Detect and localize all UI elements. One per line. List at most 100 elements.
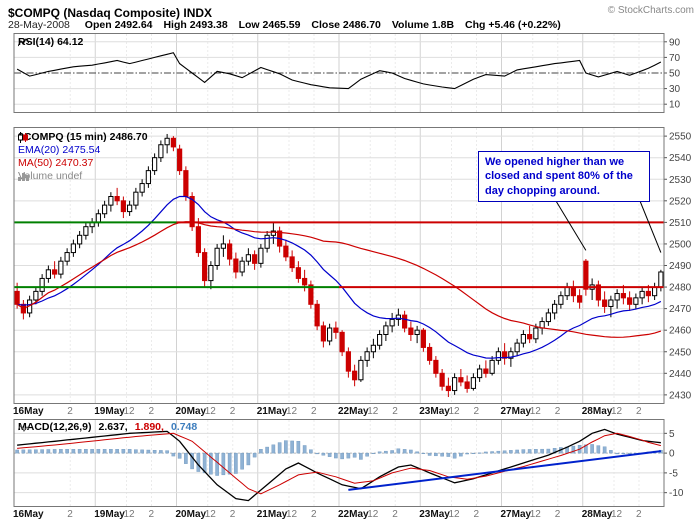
macd-panel: 5 0 -5 -10: [13, 419, 684, 507]
svg-text:2470: 2470: [669, 304, 692, 315]
xaxis-time-label: 2: [473, 509, 480, 520]
annotation-box: We opened higher than we closed and spen…: [478, 151, 650, 202]
macd-hist-value: 0.748: [170, 421, 198, 433]
xaxis-time-label: 12: [367, 406, 379, 417]
rsi-legend-label: RSI(14) 64.12: [18, 36, 84, 48]
svg-text:10: 10: [669, 100, 681, 111]
svg-text:2440: 2440: [669, 369, 692, 380]
quote-line: 28-May-2008 Open 2492.64 High 2493.38 Lo…: [8, 19, 569, 31]
xaxis-time-label: 2: [636, 406, 642, 417]
xaxis-day-label: 23May: [419, 406, 450, 417]
xaxis-time-label: 2: [67, 509, 73, 520]
svg-text:2430: 2430: [669, 390, 692, 401]
xaxis-time-label: 2: [311, 509, 317, 520]
xaxis-time-label: 12: [123, 509, 135, 520]
xaxis-time-label: 12: [448, 509, 460, 520]
svg-text:2520: 2520: [669, 196, 692, 207]
xaxis-day-label: 19May: [94, 509, 125, 520]
svg-text:50: 50: [669, 69, 681, 80]
xaxis-labels-main: 16May 2 19May 12 2 20May 12 2 21May 12 2 22May 12 2 23…: [0, 406, 700, 419]
svg-text:2450: 2450: [669, 347, 692, 358]
xaxis-time-label: 12: [123, 406, 135, 417]
chart-date: 28-May-2008: [8, 19, 70, 31]
quote-change: Chg +5.46 (+0.22%): [465, 19, 561, 31]
xaxis-day-label: 22May: [338, 509, 369, 520]
svg-text:5: 5: [669, 429, 675, 440]
price-panel: 2550 2540 2530 2520 2510 2500 2490 2480 2470 2460…: [13, 127, 692, 404]
header: $COMPQ (Nasdaq Composite) INDX © StockCh…: [8, 4, 694, 20]
xaxis-day-label: 23May: [419, 509, 450, 520]
volume-legend: Volume undef: [18, 170, 83, 182]
quote-volume: Volume 1.8B: [391, 19, 455, 31]
xaxis-day-label: 21May: [256, 509, 288, 520]
xaxis-day-label: 16May: [13, 406, 44, 417]
svg-text:2500: 2500: [669, 239, 692, 250]
quote-low: Low 2465.59: [238, 19, 301, 31]
svg-text:2510: 2510: [669, 218, 692, 229]
symbol-title: $COMPQ (Nasdaq Composite) INDX: [8, 6, 213, 20]
xaxis-time-label: 2: [67, 406, 73, 417]
xaxis-time-label: 2: [148, 406, 155, 417]
xaxis-time-label: 2: [473, 406, 480, 417]
xaxis-time-label: 2: [392, 509, 398, 520]
macd-signal-value: 1.890,: [134, 421, 164, 433]
xaxis-time-label: 12: [448, 406, 460, 417]
svg-text:30: 30: [669, 84, 681, 95]
price-legend: $COMPQ (15 min) 2486.70 EMA(20) 2475.54 …: [18, 131, 148, 183]
svg-text:2460: 2460: [669, 326, 692, 337]
xaxis-time-label: 2: [229, 509, 236, 520]
svg-text:2480: 2480: [669, 283, 692, 294]
quote-close: Close 2486.70: [311, 19, 381, 31]
ema-legend: EMA(20) 2475.54: [18, 144, 101, 156]
xaxis-day-label: 28May: [581, 509, 613, 520]
svg-text:70: 70: [669, 53, 681, 64]
svg-text:90: 90: [669, 37, 681, 48]
xaxis-time-label: 12: [529, 406, 541, 417]
quote-open: Open 2492.64: [84, 19, 153, 31]
annotation-text: We opened higher than we closed and spen…: [485, 156, 633, 197]
svg-text:2550: 2550: [669, 132, 692, 143]
xaxis-day-label: 16May: [13, 509, 44, 520]
xaxis-day-label: 27May: [500, 509, 532, 520]
svg-text:-10: -10: [669, 488, 684, 499]
rsi-icon: [18, 37, 29, 46]
macd-legend: MACD(12,26,9) 2.637, 1.890, 0.748: [18, 421, 197, 434]
xaxis-day-label: 19May: [94, 406, 125, 417]
xaxis-time-label: 2: [229, 406, 236, 417]
price-legend-symbol: $COMPQ (15 min) 2486.70: [18, 131, 148, 143]
copyright: © StockCharts.com: [607, 5, 694, 16]
xaxis-time-label: 12: [611, 509, 623, 520]
svg-text:2490: 2490: [669, 261, 692, 272]
xaxis-time-label: 12: [204, 509, 216, 520]
xaxis-time-label: 2: [148, 509, 155, 520]
xaxis-time-label: 12: [367, 509, 379, 520]
svg-text:0: 0: [669, 449, 675, 460]
xaxis-time-label: 12: [286, 406, 298, 417]
svg-text:2530: 2530: [669, 175, 692, 186]
svg-text:-5: -5: [669, 468, 678, 479]
xaxis-time-label: 2: [311, 406, 317, 417]
xaxis-labels-bottom: 16May 2 19May 12 2 20May 12 2 21May 12 2 22May 12 2 23…: [0, 509, 700, 522]
macd-value: 2.637,: [98, 421, 128, 433]
xaxis-time-label: 2: [554, 509, 561, 520]
xaxis-time-label: 2: [636, 509, 642, 520]
xaxis-day-label: 21May: [256, 406, 288, 417]
xaxis-time-label: 12: [204, 406, 216, 417]
rsi-panel: 90 70 50 30 10: [13, 33, 681, 113]
macd-legend-label: MACD(12,26,9): [18, 421, 92, 433]
quote-high: High 2493.38: [163, 19, 228, 31]
volume-icon: [18, 173, 29, 181]
xaxis-time-label: 2: [392, 406, 398, 417]
rsi-legend: RSI(14) 64.12: [18, 36, 83, 49]
xaxis-day-label: 22May: [338, 406, 369, 417]
xaxis-day-label: 20May: [175, 509, 207, 520]
svg-text:2540: 2540: [669, 153, 692, 164]
macd-icon: [18, 423, 29, 432]
xaxis-time-label: 12: [611, 406, 623, 417]
xaxis-day-label: 28May: [581, 406, 613, 417]
xaxis-time-label: 2: [554, 406, 561, 417]
xaxis-time-label: 12: [286, 509, 298, 520]
xaxis-day-label: 27May: [500, 406, 532, 417]
xaxis-time-label: 12: [529, 509, 541, 520]
